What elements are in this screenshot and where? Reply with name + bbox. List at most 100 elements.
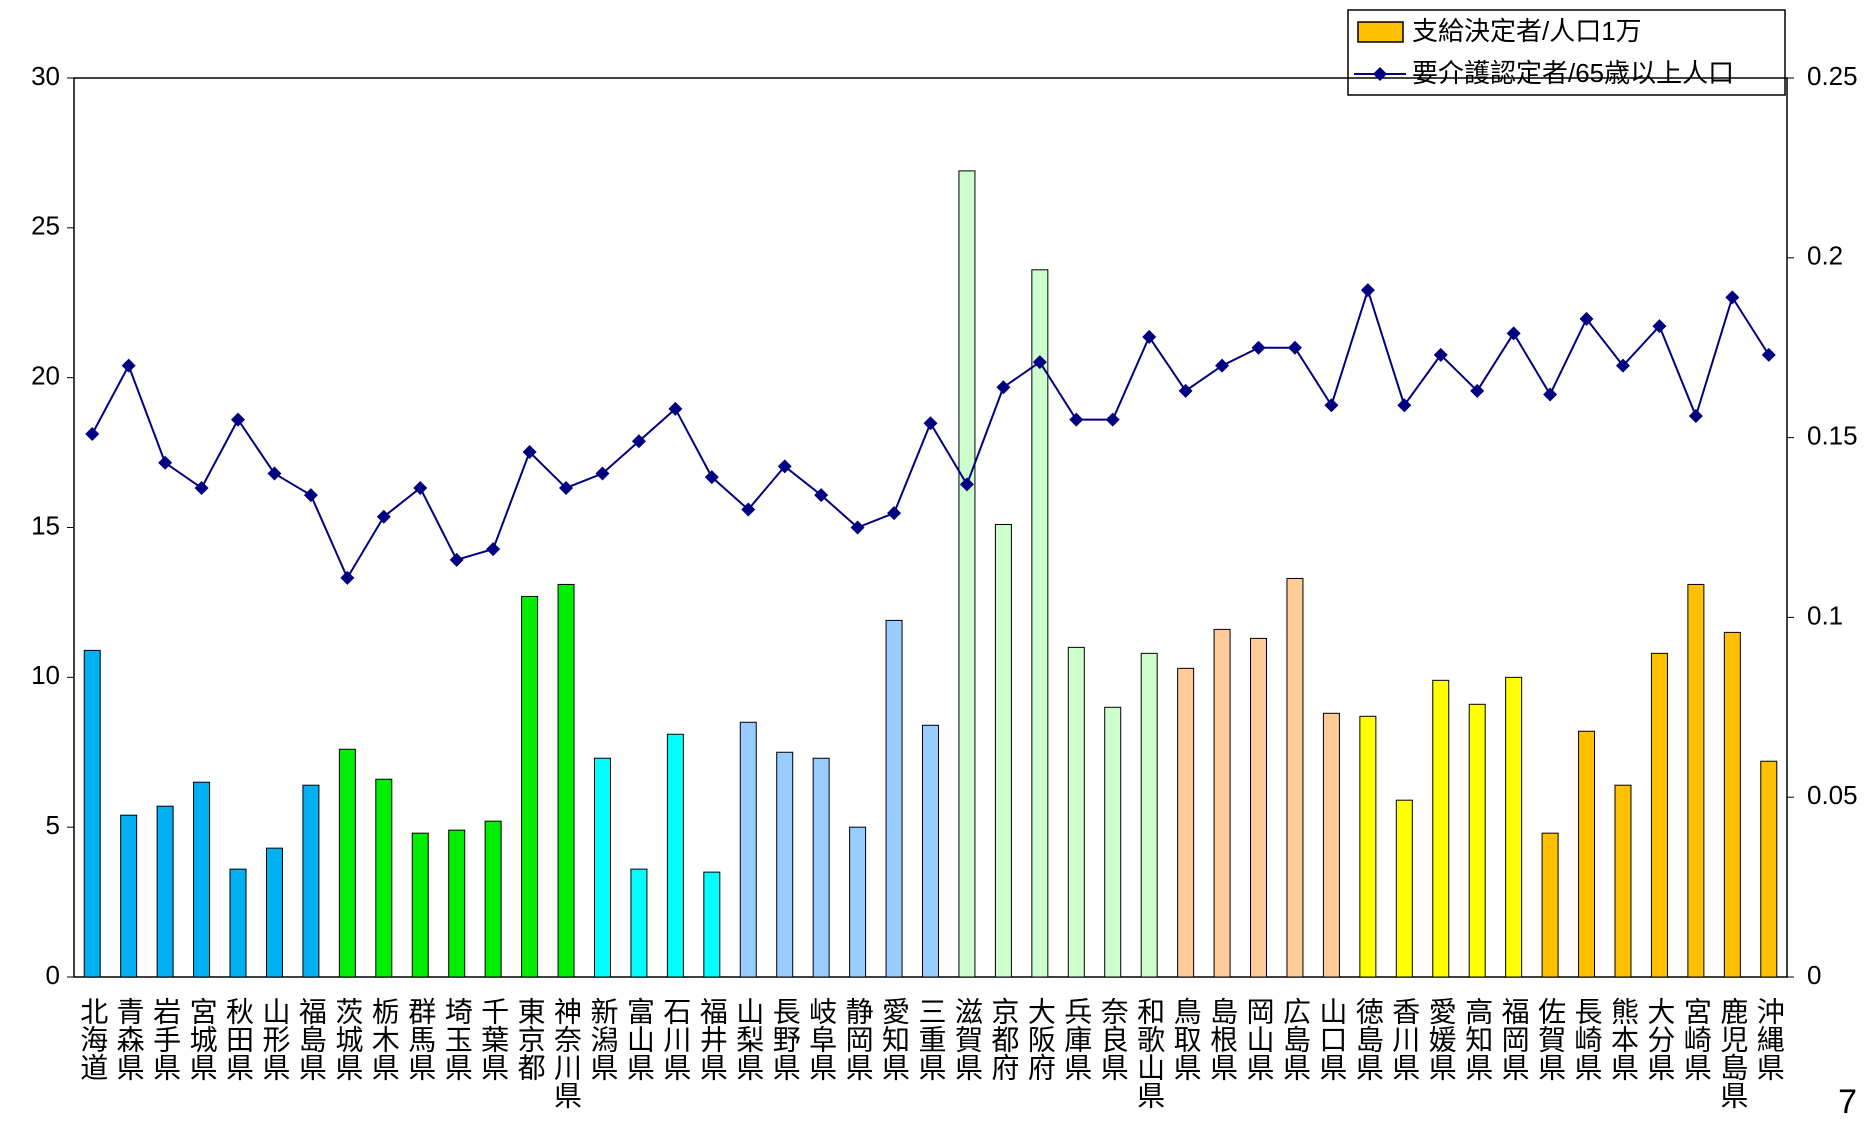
bar xyxy=(484,820,502,978)
line-marker xyxy=(887,506,902,521)
bar xyxy=(1286,577,1304,978)
line-marker xyxy=(85,427,100,442)
x-tick-label: 福井県 xyxy=(695,997,729,1081)
bar xyxy=(1031,269,1049,978)
y2-tick-label: 0.1 xyxy=(1807,600,1843,630)
x-tick-label: 愛知県 xyxy=(878,997,912,1081)
line-marker xyxy=(777,459,792,474)
x-tick-label: 福岡県 xyxy=(1497,997,1531,1081)
x-tick-label: 広島県 xyxy=(1278,997,1312,1081)
x-tick-label: 福島県 xyxy=(294,997,328,1081)
x-tick-label: 神奈川県 xyxy=(550,997,584,1109)
bar xyxy=(885,619,903,978)
x-tick-label: 茨城県 xyxy=(331,997,365,1081)
line-marker xyxy=(1506,326,1521,341)
legend-label: 要介護認定者/65歳以上人口 xyxy=(1412,58,1734,88)
line-marker xyxy=(194,480,209,495)
line-marker xyxy=(231,412,246,427)
x-tick-label: 兵庫県 xyxy=(1060,997,1094,1081)
bar xyxy=(1541,832,1559,978)
bar xyxy=(411,832,429,978)
bar xyxy=(958,170,976,978)
bar xyxy=(1250,637,1268,978)
bar xyxy=(156,805,174,978)
bar xyxy=(338,748,356,978)
bar xyxy=(193,781,211,978)
x-tick-label: 秋田県 xyxy=(222,997,255,1081)
x-tick-label: 大分県 xyxy=(1643,997,1677,1081)
y-tick-label: 30 xyxy=(31,61,60,91)
line-marker xyxy=(850,520,865,535)
bar xyxy=(1760,760,1778,978)
x-tick-label: 岩手県 xyxy=(149,997,183,1081)
line-marker xyxy=(1652,319,1667,334)
line-marker xyxy=(121,358,136,373)
x-tick-label: 北海道 xyxy=(76,997,110,1081)
line-marker xyxy=(1761,347,1776,362)
line-marker xyxy=(1615,358,1630,373)
line-marker xyxy=(1579,311,1594,326)
bar xyxy=(739,721,757,978)
line-marker xyxy=(996,380,1011,395)
x-tick-label: 滋賀県 xyxy=(950,997,984,1081)
line-marker xyxy=(376,509,391,524)
bar xyxy=(630,868,648,978)
bar xyxy=(521,595,539,978)
bar xyxy=(1687,583,1705,978)
bar xyxy=(703,871,721,978)
line-marker xyxy=(704,470,719,485)
bar xyxy=(1104,706,1122,978)
bar xyxy=(1177,667,1195,978)
y-tick-label: 5 xyxy=(46,810,60,840)
line-marker xyxy=(559,480,574,495)
line-marker xyxy=(1725,290,1740,305)
bar xyxy=(1140,652,1158,978)
x-tick-label: 東京都 xyxy=(513,997,547,1081)
x-tick-label: 島根県 xyxy=(1206,997,1240,1081)
bar xyxy=(83,649,101,978)
bar xyxy=(1359,715,1377,978)
x-tick-label: 富山県 xyxy=(622,997,656,1081)
y-tick-label: 10 xyxy=(31,660,60,690)
y2-tick-label: 0.2 xyxy=(1807,241,1843,271)
line-marker xyxy=(1397,398,1412,413)
bar xyxy=(593,757,611,978)
bar xyxy=(1432,679,1450,978)
line-marker xyxy=(413,480,428,495)
bar xyxy=(557,583,575,978)
legend-marker xyxy=(1373,67,1387,81)
line-marker xyxy=(959,477,974,492)
line-marker xyxy=(1287,340,1302,355)
line-marker xyxy=(1543,387,1558,402)
line-marker xyxy=(303,488,318,503)
x-tick-label: 京都府 xyxy=(987,997,1021,1081)
bar xyxy=(1723,631,1741,978)
x-tick-label: 千葉県 xyxy=(477,997,511,1081)
line-marker xyxy=(1688,409,1703,424)
line-marker xyxy=(1178,383,1193,398)
bar xyxy=(1505,676,1523,978)
x-tick-label: 宮崎県 xyxy=(1679,997,1713,1081)
legend-swatch xyxy=(1357,21,1404,43)
line-marker xyxy=(741,502,756,517)
line-marker xyxy=(1251,340,1266,355)
bar xyxy=(922,724,939,978)
x-tick-label: 埼玉県 xyxy=(440,997,474,1081)
x-tick-label: 山梨県 xyxy=(732,997,766,1081)
x-tick-label: 奈良県 xyxy=(1096,997,1130,1081)
x-tick-label: 岐阜県 xyxy=(805,997,839,1081)
y2-tick-label: 0.15 xyxy=(1807,420,1858,450)
x-tick-label: 三重県 xyxy=(914,997,948,1081)
x-tick-label: 栃木県 xyxy=(367,997,401,1081)
x-tick-label: 沖縄県 xyxy=(1752,997,1786,1081)
x-tick-label: 岡山県 xyxy=(1242,997,1276,1081)
y-tick-label: 25 xyxy=(31,211,60,241)
y2-tick-label: 0.25 xyxy=(1807,61,1858,91)
x-tick-label: 宮城県 xyxy=(185,997,219,1081)
x-tick-label: 高知県 xyxy=(1461,997,1495,1081)
x-tick-label: 徳島県 xyxy=(1351,997,1385,1081)
bar xyxy=(1213,628,1231,978)
bar xyxy=(229,868,247,978)
line-marker xyxy=(1433,347,1448,362)
